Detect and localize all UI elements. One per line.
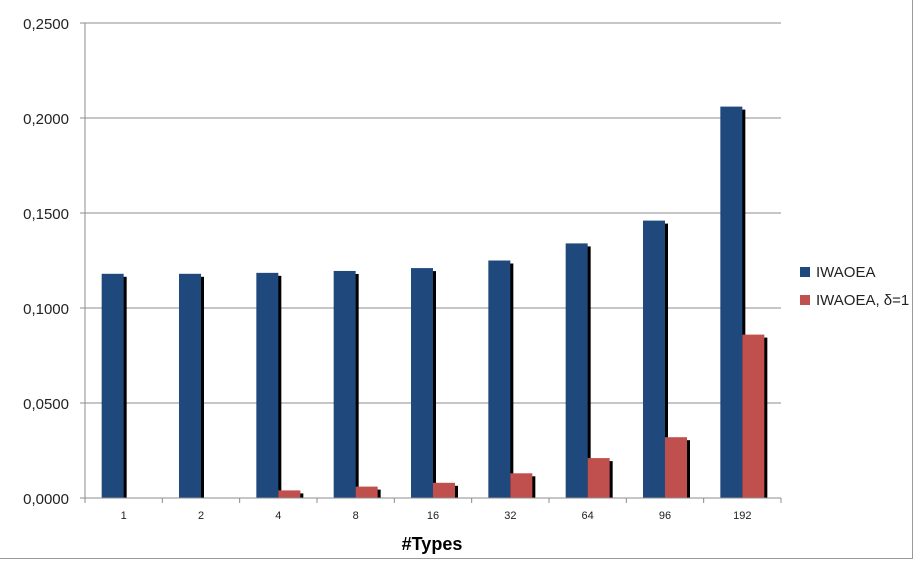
x-tick-label: 192 [733,510,751,522]
bar-iwaoea-delta [433,482,455,498]
y-tick-label: 0,2500 [23,16,69,33]
bar-iwaoea-delta [587,458,610,498]
bar-iwaoea-delta [355,486,378,498]
y-tick-label: 0,0500 [23,396,69,413]
x-tick-label: 96 [659,510,671,522]
bar-iwaoea [565,243,588,498]
legend-label-iwaoea: IWAOEA [816,263,876,281]
bar-iwaoea [179,273,201,498]
x-tick-label: 4 [275,510,281,522]
x-tick-labels: 1 2 4 8 16 32 64 96 192 [121,510,752,522]
x-tick-label: 8 [353,510,359,522]
legend-swatch-iwaoea-delta [800,295,810,305]
x-tick-label: 2 [198,510,204,522]
bar-iwaoea [411,268,433,498]
y-tick-label: 0,0000 [23,491,69,508]
bars [101,106,768,498]
bar-iwaoea-delta [742,334,765,498]
bar-iwaoea-delta [510,473,533,498]
legend: IWAOEA IWAOEA, δ=1 [800,258,909,314]
bar-iwaoea [643,220,665,498]
legend-item-iwaoea: IWAOEA [800,258,909,286]
x-axis-title: #Types [402,534,463,554]
bar-iwaoea [720,106,743,498]
bar-iwaoea [333,270,356,498]
y-tick-label: 0,2000 [23,111,69,128]
legend-swatch-iwaoea [800,267,810,277]
bar-iwaoea [488,260,511,498]
axes [80,22,782,503]
y-tick-label: 0,1000 [23,301,69,318]
bar-iwaoea [101,273,124,498]
x-tick-label: 1 [121,510,127,522]
legend-item-iwaoea-delta: IWAOEA, δ=1 [800,286,909,314]
bar-iwaoea [256,272,279,498]
y-tick-labels: 0,0000 0,0500 0,1000 0,1500 0,2000 0,2500 [23,16,69,508]
x-tick-label: 64 [582,510,594,522]
legend-label-iwaoea-delta: IWAOEA, δ=1 [816,291,910,309]
x-tick-label: 32 [504,510,516,522]
bar-iwaoea-delta [278,490,301,498]
y-tick-label: 0,1500 [23,206,69,223]
bar-iwaoea-delta [665,437,687,498]
x-tick-label: 16 [427,510,439,522]
